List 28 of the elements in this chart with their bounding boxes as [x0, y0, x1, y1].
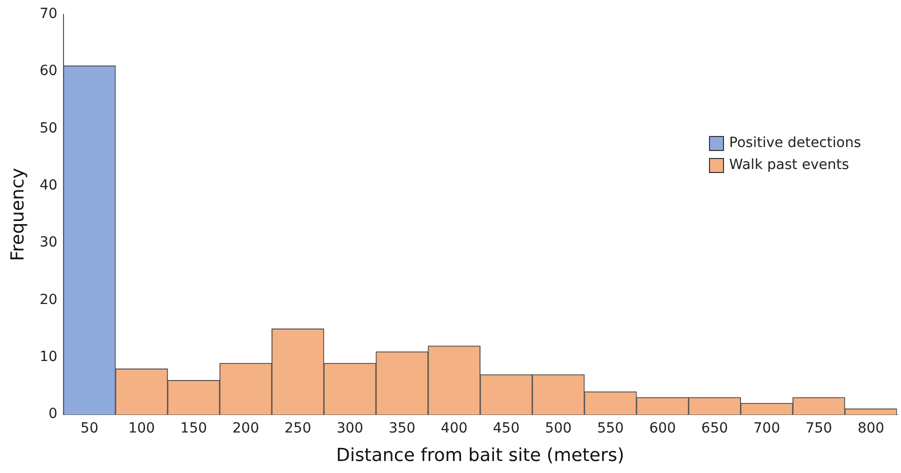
y-tick-label: 10 — [40, 349, 58, 366]
x-tick-label: 550 — [597, 420, 624, 437]
y-tick-label: 30 — [40, 234, 58, 251]
x-tick-label: 100 — [128, 420, 155, 437]
x-tick-label: 150 — [180, 420, 208, 437]
y-tick-label: 0 — [48, 406, 58, 422]
x-tick-label: 450 — [492, 420, 520, 437]
y-tick-label: 40 — [40, 178, 58, 194]
y-tick-label: 20 — [40, 292, 58, 308]
legend-label: Positive detections — [729, 135, 861, 151]
x-tick-label: 600 — [649, 420, 676, 437]
x-tick-label: 50 — [80, 420, 98, 437]
x-tick-label: 800 — [858, 420, 884, 437]
x-tick-label: 300 — [336, 420, 364, 437]
x-tick-label: 700 — [753, 420, 780, 437]
y-tick-label: 50 — [40, 120, 58, 136]
x-tick-label: 750 — [805, 420, 832, 437]
legend-label: Walk past events — [729, 157, 849, 173]
y-tick-label: 70 — [40, 6, 58, 22]
x-tick-label: 500 — [544, 420, 572, 437]
y-tick-label: 60 — [40, 63, 58, 80]
y-axis-title: Frequency — [7, 168, 28, 261]
x-tick-label: 350 — [388, 420, 416, 437]
x-tick-label: 250 — [284, 420, 312, 437]
x-tick-label: 200 — [232, 420, 260, 437]
x-tick-label: 650 — [701, 420, 728, 437]
x-axis-title: Distance from bait site (meters) — [336, 444, 624, 466]
x-tick-label: 400 — [440, 420, 468, 437]
